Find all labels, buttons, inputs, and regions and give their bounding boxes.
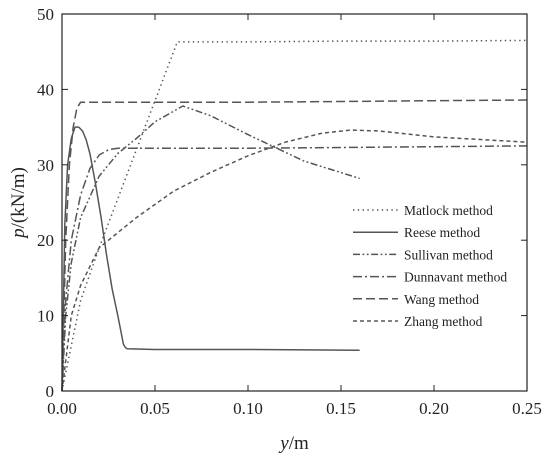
series-line [61, 126, 360, 392]
y-tick-label: 30 [37, 156, 54, 175]
x-tick-label: 0.25 [512, 399, 542, 418]
y-tick-label: 10 [37, 307, 54, 326]
x-tick-label: 0.15 [326, 399, 356, 418]
ticks-layer: 0.00 0.05 0.10 0.15 0.20 0.25 0 10 20 30 40 50 [37, 5, 542, 418]
series-line [61, 129, 528, 392]
legend-label: Matlock method [404, 203, 493, 218]
x-tick-label: 0.20 [419, 399, 449, 418]
x-axis-title: y/m [278, 433, 309, 454]
plot-frame [61, 13, 528, 392]
x-tick-label: 0.00 [47, 399, 77, 418]
x-tick-label: 0.10 [233, 399, 263, 418]
legend-label: Dunnavant method [404, 270, 507, 285]
series-layer [61, 39, 528, 392]
x-axis-var: y [278, 433, 289, 454]
y-tick-label: 20 [37, 231, 54, 250]
legend: Matlock method Reese method Sullivan metho… [353, 203, 507, 329]
legend-label: Wang method [404, 292, 479, 307]
y-tick-label: 50 [37, 5, 54, 24]
x-tick-label: 0.05 [140, 399, 170, 418]
legend-label: Zhang method [404, 314, 483, 329]
series-line [61, 105, 360, 392]
x-axis-unit: /m [289, 433, 309, 454]
series-line [61, 145, 528, 392]
series-line [61, 99, 528, 392]
y-axis-unit: /(kN/m) [8, 167, 29, 228]
y-tick-label: 40 [37, 80, 54, 99]
y-tick-label: 0 [46, 382, 55, 401]
series-line [61, 39, 528, 392]
legend-label: Reese method [404, 225, 480, 240]
legend-label: Sullivan method [404, 247, 493, 262]
y-axis-var: p [8, 228, 29, 240]
y-axis-title: p/(kN/m) [8, 167, 29, 240]
